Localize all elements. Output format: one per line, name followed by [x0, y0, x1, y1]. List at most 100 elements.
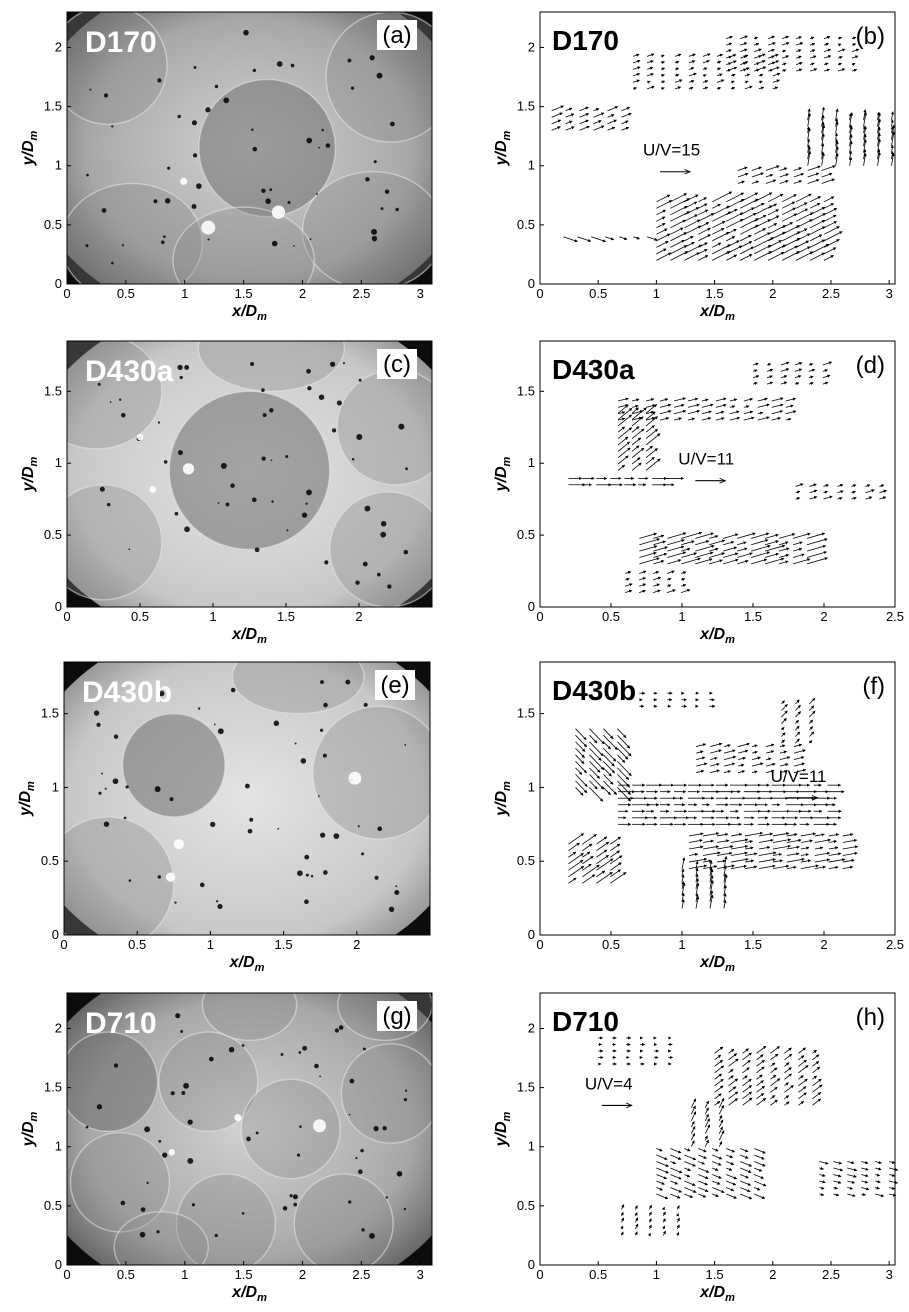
y-tick-label: 1	[528, 455, 535, 470]
velocity-vector	[575, 747, 585, 759]
droplet	[113, 1211, 209, 1265]
velocity-vector	[656, 1161, 670, 1167]
velocity-vector	[798, 1092, 807, 1100]
tracer-particle	[217, 903, 223, 910]
velocity-vector	[795, 738, 800, 744]
velocity-vector	[740, 246, 755, 255]
velocity-vector	[575, 754, 585, 765]
velocity-vector	[851, 484, 857, 488]
velocity-vector	[726, 208, 738, 216]
tracer-particle	[198, 707, 201, 710]
velocity-vector	[757, 411, 764, 415]
velocity-vector	[646, 80, 651, 84]
velocity-vector	[847, 1193, 856, 1197]
tracer-particle	[120, 1200, 126, 1206]
tracer-particle	[265, 198, 271, 204]
y-tick-label: 2	[528, 39, 535, 54]
velocity-vector	[728, 1098, 738, 1106]
x-tick-label: 0.5	[602, 609, 620, 624]
velocity-vector	[681, 868, 685, 876]
velocity-vector	[603, 728, 614, 740]
velocity-vector	[809, 489, 818, 494]
velocity-vector	[698, 197, 707, 203]
velocity-vector	[730, 851, 748, 856]
velocity-vector	[632, 53, 640, 57]
velocity-vector	[823, 221, 838, 229]
velocity-vector	[784, 1101, 790, 1106]
velocity-vector	[772, 832, 790, 837]
velocity-vector	[781, 194, 797, 203]
panel-tag: (b)	[856, 23, 885, 50]
droplet	[329, 491, 432, 607]
velocity-vector	[551, 119, 562, 125]
tracer-particle	[139, 1231, 146, 1238]
velocity-vector	[779, 769, 788, 774]
velocity-vector	[660, 80, 666, 84]
tracer-particle	[181, 1091, 186, 1095]
velocity-vector	[568, 842, 580, 852]
velocity-vector	[823, 239, 840, 248]
velocity-vector	[714, 1085, 724, 1093]
tracer-particle	[348, 1200, 352, 1204]
velocity-vector	[876, 111, 880, 121]
velocity-vector	[662, 1230, 666, 1236]
y-tick-label: 0	[528, 1257, 535, 1272]
tracer-particle	[125, 785, 129, 789]
velocity-vector	[771, 397, 784, 402]
velocity-vector	[681, 874, 685, 883]
velocity-vector	[715, 403, 727, 408]
tracer-particle	[377, 826, 383, 832]
velocity-vector	[781, 42, 790, 46]
velocity-vector	[800, 846, 810, 850]
velocity-vector	[724, 762, 736, 767]
tracer-particle	[314, 1063, 319, 1069]
tracer-particle	[395, 885, 398, 888]
velocity-vector	[718, 1126, 723, 1134]
velocity-vector	[582, 874, 596, 884]
tracer-particle	[246, 1136, 251, 1142]
velocity-vector	[823, 55, 832, 59]
velocity-vector	[795, 193, 812, 203]
velocity-vector	[744, 85, 753, 90]
velocity-vector	[645, 425, 655, 433]
velocity-vector	[861, 1187, 870, 1191]
velocity-vector	[823, 247, 837, 255]
velocity-vector	[770, 1099, 778, 1106]
velocity-vector	[756, 1045, 767, 1054]
velocity-vector	[780, 368, 790, 372]
velocity-vector	[800, 859, 812, 863]
velocity-vector	[702, 53, 711, 57]
velocity-vector	[756, 1085, 766, 1093]
velocity-vector	[726, 245, 743, 255]
velocity-vector	[684, 1167, 691, 1171]
tracer-particle	[174, 511, 179, 516]
panel-tag: (f)	[862, 673, 885, 700]
velocity-vector	[710, 742, 723, 747]
tracer-particle	[207, 238, 210, 241]
y-tick-label: 0	[528, 927, 535, 942]
velocity-vector	[779, 167, 788, 171]
y-tick-label: 0	[528, 276, 535, 291]
velocity-vector	[754, 55, 762, 59]
velocity-vector	[828, 852, 842, 856]
velocity-vector	[695, 893, 699, 902]
velocity-vector	[716, 845, 734, 850]
x-tick-label: 3	[417, 1267, 424, 1282]
velocity-vector	[670, 1180, 679, 1185]
velocity-vector	[819, 1161, 829, 1165]
velocity-vector	[730, 844, 749, 850]
velocity-vector	[603, 747, 617, 762]
velocity-vector	[712, 191, 733, 203]
velocity-vector	[756, 1066, 765, 1074]
velocity-vector	[625, 577, 630, 581]
velocity-vector	[806, 557, 829, 565]
droplet	[312, 705, 430, 840]
velocity-vector	[834, 138, 838, 147]
velocity-vector	[781, 62, 787, 66]
velocity-vector	[712, 203, 722, 209]
velocity-vector	[742, 1067, 750, 1074]
tracer-particle	[355, 580, 360, 585]
tracer-particle	[269, 408, 274, 413]
velocity-vector	[754, 48, 762, 52]
velocity-vector	[690, 1140, 695, 1147]
